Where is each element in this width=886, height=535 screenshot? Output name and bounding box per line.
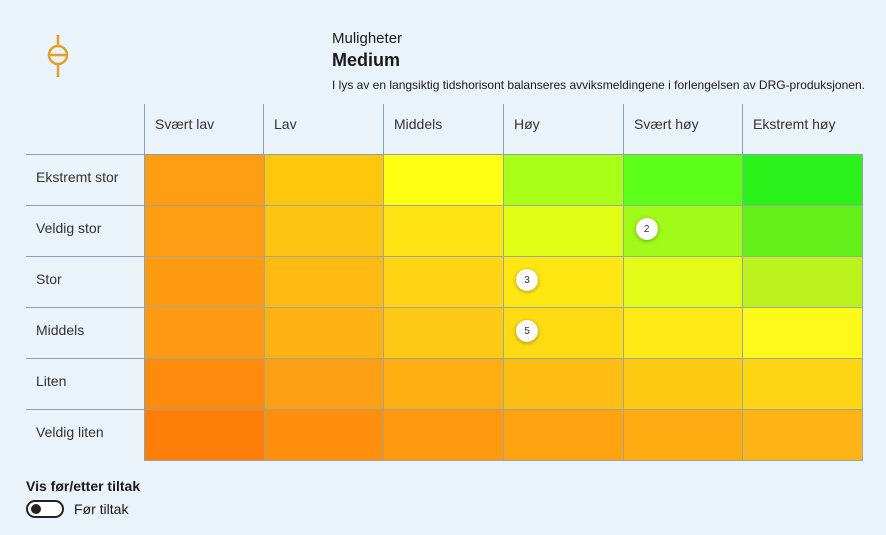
matrix-cell[interactable] [623, 359, 744, 410]
matrix-cell[interactable] [145, 410, 265, 461]
row-header-middels: Middels [26, 307, 145, 358]
matrix-cell[interactable] [264, 308, 385, 359]
col-header-ekstremt-hoy: Ekstremt høy [742, 104, 863, 154]
matrix-cell[interactable] [145, 359, 265, 410]
matrix-cell[interactable] [145, 308, 265, 359]
matrix-grid: 2 3 5 [144, 154, 863, 461]
risk-level: Medium [332, 50, 401, 70]
header: Muligheter Medium I lys av en langsiktig… [332, 30, 865, 93]
matrix-cell[interactable] [743, 359, 863, 410]
row-header-liten: Liten [26, 358, 145, 409]
col-header-middels: Middels [383, 104, 503, 154]
matrix-cell[interactable] [145, 257, 265, 308]
description: I lys av en langsiktig tidshorisont bala… [332, 78, 865, 92]
matrix-cell[interactable]: 5 [503, 308, 624, 359]
col-header-svaert-hoy: Svært høy [623, 104, 743, 154]
matrix-cell[interactable] [743, 257, 863, 308]
risk-marker[interactable]: 2 [635, 218, 658, 240]
matrix-cell[interactable] [384, 155, 504, 206]
matrix-cell[interactable] [384, 257, 504, 308]
matrix-cell[interactable] [145, 206, 265, 257]
col-header-lav: Lav [263, 104, 383, 154]
risk-marker[interactable]: 5 [515, 320, 538, 342]
row-header-veldig-stor: Veldig stor [26, 205, 145, 256]
risk-matrix: Svært lav Lav Middels Høy Svært høy Ekst… [26, 104, 863, 461]
matrix-cell[interactable] [264, 257, 385, 308]
matrix-cell[interactable]: 2 [623, 206, 744, 257]
matrix-cell[interactable] [384, 206, 504, 257]
row-header-stor: Stor [26, 256, 145, 307]
matrix-cell[interactable] [145, 155, 265, 206]
matrix-cell[interactable] [503, 206, 624, 257]
matrix-cell[interactable] [384, 410, 504, 461]
matrix-cell[interactable] [503, 410, 624, 461]
matrix-cell[interactable] [623, 257, 744, 308]
row-header-veldig-liten: Veldig liten [26, 409, 145, 460]
matrix-cell[interactable] [264, 155, 385, 206]
balance-scale-icon [44, 33, 72, 79]
matrix-cell[interactable] [384, 308, 504, 359]
matrix-cell[interactable]: 3 [503, 257, 624, 308]
risk-marker[interactable]: 3 [515, 269, 538, 291]
toggle-switch[interactable] [26, 500, 64, 518]
matrix-cell[interactable] [623, 155, 744, 206]
toggle-title: Vis før/etter tiltak [26, 478, 141, 494]
matrix-cell[interactable] [623, 308, 744, 359]
matrix-cell[interactable] [264, 206, 385, 257]
toggle-label: Før tiltak [74, 501, 129, 517]
toggle-knob [31, 504, 41, 514]
col-header-hoy: Høy [503, 104, 624, 154]
matrix-cell[interactable] [743, 155, 863, 206]
col-header-svaert-lav: Svært lav [144, 104, 264, 154]
before-after-toggle[interactable]: Før tiltak [26, 500, 128, 518]
matrix-cell[interactable] [264, 410, 385, 461]
category-label: Muligheter [332, 30, 403, 47]
matrix-cell[interactable] [384, 359, 504, 410]
matrix-cell[interactable] [264, 359, 385, 410]
row-header-ekstremt-stor: Ekstremt stor [26, 154, 145, 205]
matrix-cell[interactable] [743, 206, 863, 257]
matrix-cell[interactable] [503, 155, 624, 206]
matrix-cell[interactable] [503, 359, 624, 410]
matrix-cell[interactable] [743, 308, 863, 359]
matrix-cell[interactable] [743, 410, 863, 461]
matrix-cell[interactable] [623, 410, 744, 461]
